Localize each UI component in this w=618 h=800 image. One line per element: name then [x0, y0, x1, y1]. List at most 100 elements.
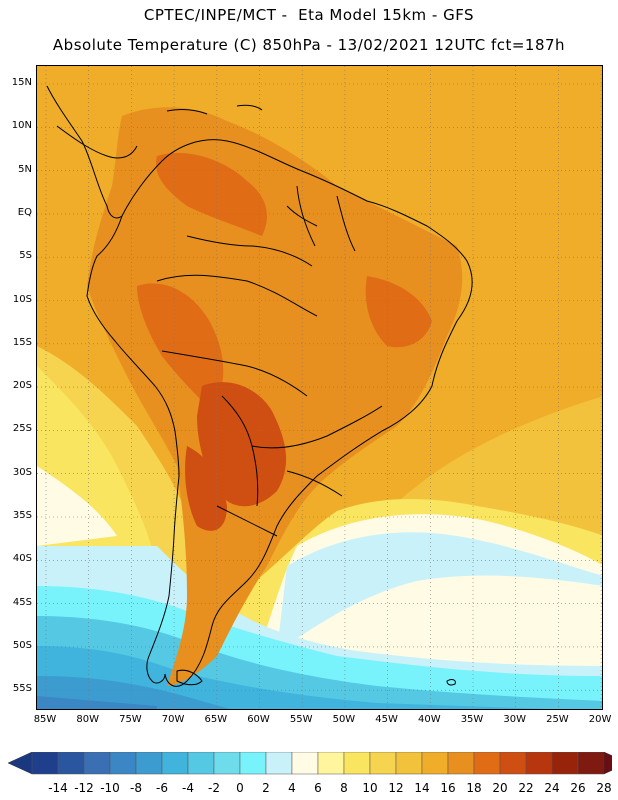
lat-tick-label: 45S [12, 596, 32, 608]
color-scale-tick-label: -6 [156, 781, 168, 795]
color-scale-tick-label: 6 [314, 781, 322, 795]
color-scale-swatch [369, 752, 397, 775]
color-scale-swatch [447, 752, 475, 775]
color-scale-swatch [525, 752, 553, 775]
coastline-segment [46, 85, 123, 219]
color-scale-tick-label: 26 [570, 781, 586, 795]
temperature-band [37, 696, 157, 709]
coastline-segment [56, 125, 138, 159]
color-scale-swatch [317, 752, 345, 775]
color-scale-tick-label: -10 [100, 781, 120, 795]
color-scale-swatch [83, 752, 111, 775]
coastlines-and-borders [46, 85, 473, 687]
lat-tick-label: EQ [17, 206, 32, 218]
coastline-segment [156, 274, 318, 317]
lon-tick-label: 85W [33, 714, 57, 725]
color-scale-tick-label: 28 [596, 781, 612, 795]
color-scale-tick-label: 0 [236, 781, 244, 795]
color-scale-swatch [187, 752, 215, 775]
color-scale-tick-label: 12 [388, 781, 404, 795]
lon-tick-label: 65W [204, 714, 228, 725]
map-subtitle: Absolute Temperature (C) 850hPa - 13/02/… [52, 36, 566, 54]
coastline-segment [176, 669, 203, 686]
color-scale-tick-label: -14 [48, 781, 68, 795]
temperature-band [185, 446, 227, 531]
coastline-segment [336, 195, 356, 252]
lat-tick-label: 30S [12, 466, 32, 478]
color-scale-swatch [161, 752, 189, 775]
lon-tick-label: 50W [332, 714, 356, 725]
color-scale-swatch [213, 752, 241, 775]
coastline-segment [161, 350, 308, 397]
color-scale-swatch [551, 752, 579, 775]
color-scale-tick-label: -8 [130, 781, 142, 795]
lat-tick-label: 50S [12, 639, 32, 651]
color-scale-tick-label: 24 [544, 781, 560, 795]
color-scale-tick-label: 4 [288, 781, 296, 795]
lon-tick-label: 60W [247, 714, 270, 725]
temperature-band [137, 283, 224, 411]
coastline-segment [166, 109, 208, 115]
lat-tick-label: 35S [12, 510, 32, 521]
lat-tick-label: 40S [12, 553, 32, 565]
temperature-band [197, 382, 287, 507]
temperature-band [37, 466, 117, 546]
color-scale-tick-label: 18 [466, 781, 482, 795]
color-scale-swatch [473, 752, 501, 775]
temperature-band [87, 107, 463, 686]
map-panel [36, 65, 603, 710]
temperature-band [365, 276, 432, 348]
color-scale-bar [8, 752, 612, 775]
lon-tick-label: 55W [289, 714, 313, 725]
lon-tick-label: 80W [76, 714, 99, 725]
color-scale-tick-label: 8 [340, 781, 348, 795]
coastline-segment [286, 205, 318, 227]
coastline-segment [446, 679, 456, 686]
lon-tick-label: 20W [588, 714, 612, 725]
lat-tick-label: 20S [12, 380, 32, 392]
color-scale-swatch [31, 752, 59, 775]
coastline-segment [236, 104, 263, 111]
color-scale-swatch [135, 752, 163, 775]
lat-tick-label: 55S [12, 683, 32, 695]
lat-tick-label: 10S [12, 293, 32, 305]
lat-tick-label: 5N [18, 163, 32, 175]
color-scale-swatch [239, 752, 267, 775]
color-scale-tick-label: 22 [518, 781, 534, 795]
lat-tick-label: 25S [12, 423, 32, 435]
temperature-map [37, 66, 602, 709]
lon-tick-label: 25W [546, 714, 569, 725]
coastline-segment [186, 235, 313, 267]
color-scale-tick-label: 20 [492, 781, 508, 795]
lon-tick-label: 45W [375, 714, 398, 725]
coastline-segment [121, 139, 473, 687]
color-scale-tick-label: -2 [208, 781, 220, 795]
graticule [37, 66, 602, 709]
color-scale-swatch [57, 752, 85, 775]
lon-tick-label: 70W [161, 714, 185, 725]
temperature-band [156, 152, 267, 236]
lat-tick-label: 10N [11, 120, 32, 132]
temperature-field [37, 66, 602, 709]
color-scale-swatch [577, 752, 605, 775]
color-scale-swatch [499, 752, 527, 775]
color-scale-tick-label: 2 [262, 781, 270, 795]
lat-tick-label: 15S [12, 336, 32, 348]
color-scale-tick-label: 16 [440, 781, 456, 795]
lat-tick-label: 15N [11, 77, 32, 88]
color-scale-tick-label: -12 [74, 781, 94, 795]
lon-tick-label: 40W [417, 714, 441, 725]
lat-tick-label: 5S [19, 250, 32, 262]
color-scale-swatch [291, 752, 319, 775]
color-scale-swatch [343, 752, 371, 775]
lon-tick-label: 35W [460, 714, 484, 725]
coastline-segment [216, 505, 278, 537]
coastline-segment [251, 405, 383, 449]
color-scale-swatch [109, 752, 137, 775]
map-title: CPTEC/INPE/MCT - Eta Model 15km - GFS [143, 6, 475, 24]
color-scale-tick-label: 14 [414, 781, 430, 795]
color-scale-swatch [395, 752, 423, 775]
color-scale-tick-label: -4 [182, 781, 194, 795]
coastline-segment [296, 185, 316, 247]
coastline-segment [86, 215, 180, 684]
